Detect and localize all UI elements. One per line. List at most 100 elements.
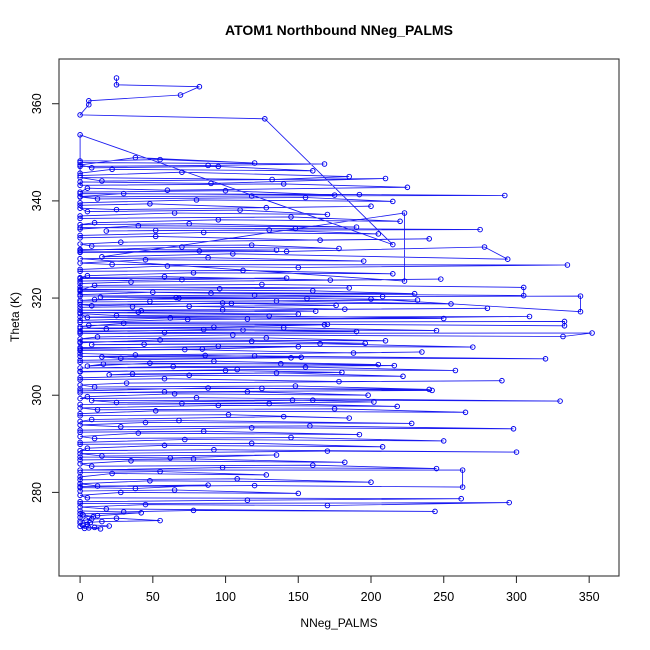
data-point bbox=[77, 523, 83, 530]
data-point bbox=[499, 377, 505, 384]
data-point bbox=[342, 459, 348, 466]
data-point bbox=[561, 323, 568, 329]
data-point bbox=[100, 361, 107, 367]
data-point bbox=[176, 295, 182, 301]
data-point bbox=[77, 457, 83, 463]
data-point bbox=[77, 439, 83, 446]
data-point bbox=[77, 179, 83, 185]
data-point bbox=[77, 353, 83, 360]
data-point bbox=[379, 293, 386, 300]
data-point bbox=[161, 375, 168, 382]
data-point bbox=[526, 313, 533, 320]
data-point bbox=[170, 363, 176, 370]
data-point bbox=[448, 301, 454, 307]
data-point bbox=[128, 458, 134, 464]
data-point bbox=[216, 286, 223, 292]
data-point bbox=[200, 229, 207, 236]
data-point bbox=[91, 384, 98, 390]
data-point bbox=[77, 492, 83, 499]
data-point bbox=[77, 232, 83, 239]
data-point bbox=[360, 258, 367, 264]
data-point bbox=[94, 483, 101, 489]
data-point bbox=[77, 286, 83, 293]
data-point bbox=[346, 173, 352, 180]
data-point bbox=[244, 389, 251, 395]
data-point bbox=[339, 369, 345, 376]
data-point bbox=[142, 501, 149, 508]
data-point bbox=[205, 385, 211, 391]
data-point bbox=[77, 328, 83, 334]
data-point bbox=[248, 193, 255, 199]
data-point bbox=[350, 350, 357, 356]
data-point bbox=[295, 311, 302, 317]
data-point bbox=[113, 312, 120, 319]
data-point bbox=[278, 360, 284, 367]
data-point bbox=[120, 190, 127, 197]
data-point bbox=[273, 247, 280, 253]
data-point bbox=[182, 346, 188, 353]
data-point bbox=[77, 112, 83, 118]
data-point bbox=[429, 387, 435, 394]
data-point bbox=[199, 346, 206, 352]
data-point bbox=[77, 213, 83, 219]
data-point bbox=[84, 272, 91, 279]
data-point bbox=[411, 290, 418, 297]
data-point bbox=[288, 434, 294, 441]
data-point bbox=[310, 288, 316, 294]
data-point bbox=[120, 320, 127, 327]
data-point bbox=[77, 422, 83, 428]
data-point bbox=[215, 217, 222, 223]
data-point bbox=[401, 210, 408, 216]
data-point bbox=[77, 365, 83, 371]
data-point bbox=[215, 163, 222, 170]
data-point bbox=[228, 300, 235, 307]
data-point bbox=[481, 244, 488, 250]
data-point bbox=[164, 187, 171, 193]
data-point bbox=[171, 391, 178, 397]
data-point bbox=[161, 389, 168, 395]
data-point bbox=[401, 278, 408, 284]
data-point bbox=[304, 295, 310, 302]
data-point bbox=[99, 518, 105, 525]
data-point bbox=[295, 490, 302, 497]
data-point bbox=[77, 246, 83, 253]
data-point bbox=[179, 169, 185, 175]
data-point bbox=[77, 450, 83, 457]
data-point bbox=[147, 298, 153, 305]
data-point bbox=[77, 202, 83, 209]
data-point bbox=[109, 470, 115, 477]
data-point bbox=[77, 190, 83, 197]
data-point bbox=[234, 476, 240, 482]
data-point bbox=[157, 337, 163, 343]
data-point bbox=[77, 205, 83, 211]
data-point bbox=[167, 315, 174, 321]
data-point bbox=[186, 220, 192, 227]
data-point bbox=[113, 399, 120, 406]
data-point bbox=[171, 210, 178, 216]
data-point bbox=[438, 276, 444, 282]
data-point bbox=[331, 406, 338, 412]
data-point bbox=[77, 504, 83, 510]
data-point bbox=[432, 508, 438, 515]
data-point bbox=[135, 222, 142, 229]
data-point bbox=[208, 180, 214, 187]
data-point bbox=[157, 156, 163, 163]
data-point bbox=[77, 241, 83, 247]
data-point bbox=[356, 191, 363, 198]
data-point bbox=[397, 218, 403, 225]
data-point bbox=[113, 515, 120, 521]
y-tick-label: 320 bbox=[30, 288, 44, 309]
data-point bbox=[84, 208, 91, 215]
data-point bbox=[161, 273, 168, 280]
data-point bbox=[77, 375, 83, 381]
data-point bbox=[225, 411, 232, 418]
x-tick-label: 0 bbox=[77, 590, 84, 604]
data-point bbox=[94, 407, 101, 413]
data-point bbox=[138, 307, 144, 314]
data-point bbox=[273, 298, 280, 304]
data-point bbox=[106, 523, 112, 529]
data-point bbox=[205, 162, 211, 169]
data-point bbox=[91, 296, 98, 303]
